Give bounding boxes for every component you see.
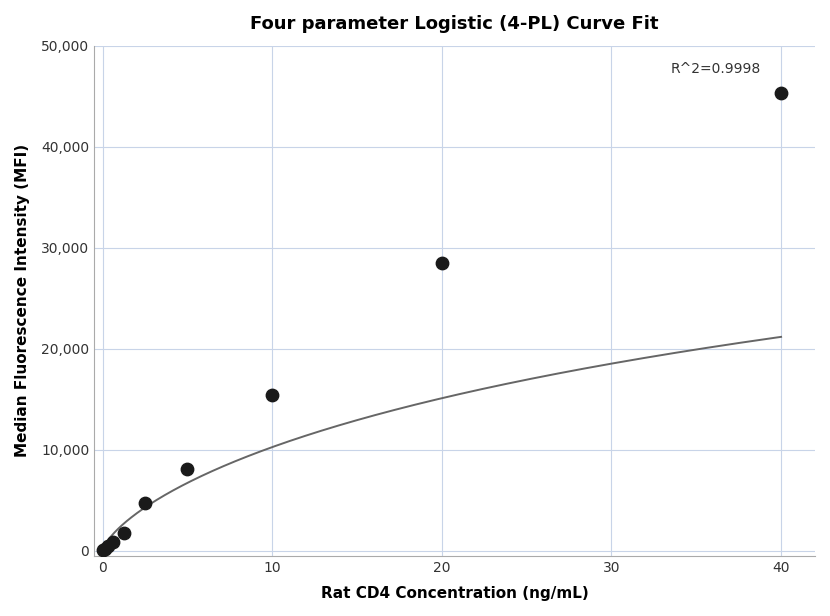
Point xyxy=(99,544,112,554)
Point xyxy=(181,464,194,474)
Title: Four parameter Logistic (4-PL) Curve Fit: Four parameter Logistic (4-PL) Curve Fit xyxy=(251,15,659,33)
Point xyxy=(101,541,115,551)
Point xyxy=(435,258,448,268)
Text: R^2=0.9998: R^2=0.9998 xyxy=(671,62,761,76)
Point xyxy=(139,498,152,508)
Point xyxy=(117,528,130,538)
Point xyxy=(96,546,110,556)
X-axis label: Rat CD4 Concentration (ng/mL): Rat CD4 Concentration (ng/mL) xyxy=(320,586,588,601)
Point xyxy=(774,88,788,98)
Point xyxy=(107,537,120,547)
Y-axis label: Median Fluorescence Intensity (MFI): Median Fluorescence Intensity (MFI) xyxy=(15,144,30,458)
Point xyxy=(266,391,279,400)
